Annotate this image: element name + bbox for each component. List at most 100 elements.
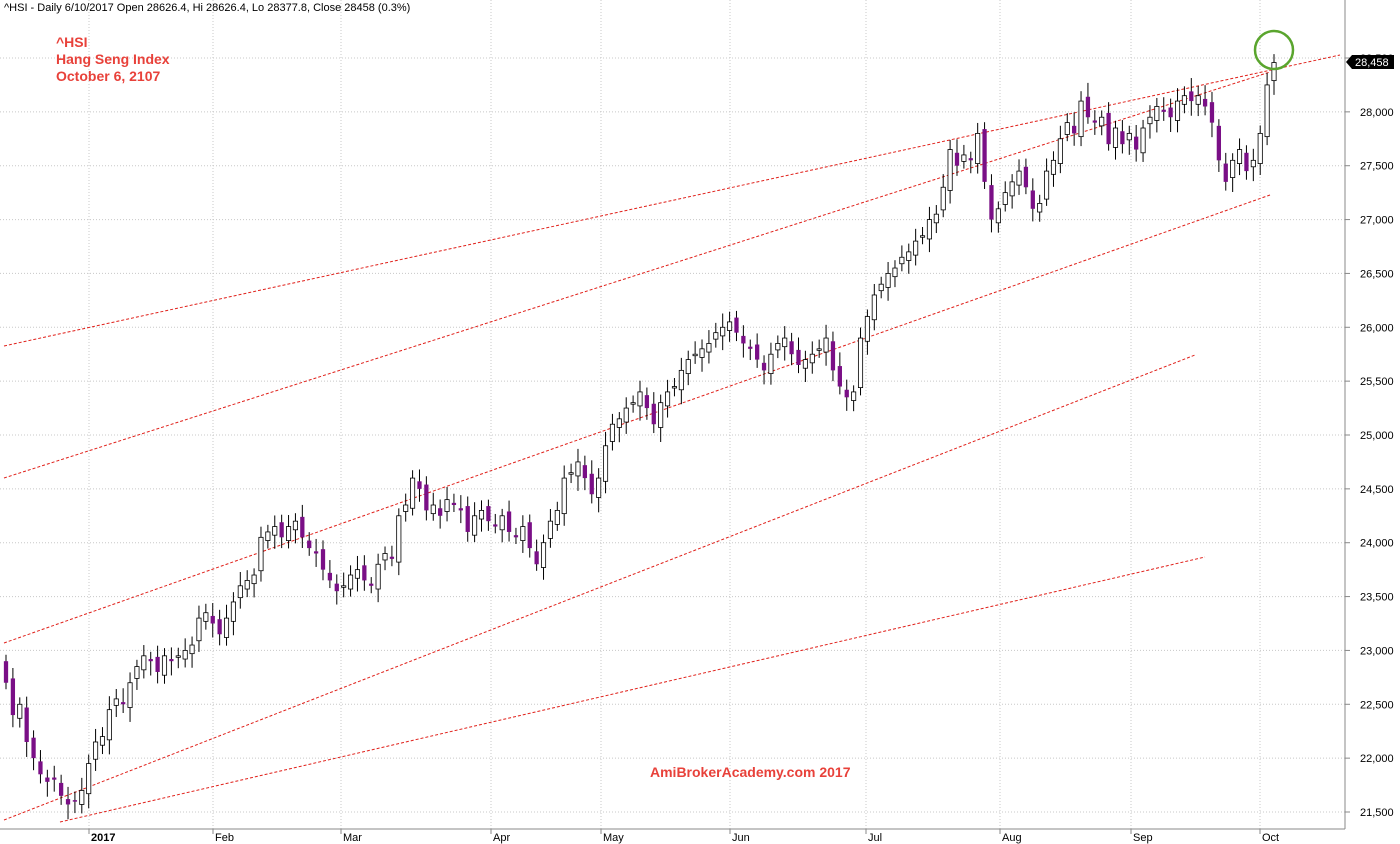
candle-up [1147, 116, 1153, 125]
y-tick-label: 26,500 [1360, 268, 1394, 280]
candle-down [313, 551, 319, 554]
last-close-label: 28,458 [1355, 57, 1389, 69]
candle-up [141, 655, 147, 671]
annotation-index-name: Hang Seng Index [56, 51, 170, 67]
candle-down [45, 777, 50, 782]
candle-up [809, 353, 815, 364]
candle-up [182, 650, 188, 660]
candle-up [1174, 100, 1181, 121]
candle-up [782, 337, 788, 348]
x-tick-label: Aug [1002, 832, 1022, 844]
candle-down [465, 506, 470, 532]
candle-down [527, 522, 532, 549]
y-tick-label: 23,000 [1360, 645, 1394, 657]
candle-up [554, 509, 560, 525]
candle-down [651, 403, 656, 425]
candle-up [272, 526, 278, 536]
candle-up [382, 553, 388, 561]
candle-down [1134, 136, 1139, 150]
candle-down [451, 502, 457, 506]
x-tick-label: Oct [1262, 832, 1279, 844]
candle-up [1099, 116, 1105, 127]
candle-up [134, 666, 140, 679]
candle-up [940, 186, 946, 211]
candle-down [741, 335, 746, 344]
candle-up [864, 316, 870, 342]
channel-line [59, 556, 1206, 823]
candle-down [148, 659, 153, 662]
candle-down [72, 800, 78, 802]
chart-header-text: ^HSI - Daily 6/10/2017 Open 28626.4, Hi … [4, 2, 410, 14]
candle-down [458, 508, 463, 511]
candle-up [933, 213, 939, 224]
candle-up [1002, 192, 1008, 205]
x-axis-ticks: 2017 Feb Mar Apr May Jun Jul Aug Sep Oct [88, 829, 1279, 844]
candle-down [486, 506, 491, 522]
candle-down [1120, 131, 1125, 145]
candle-down [1085, 96, 1091, 118]
highlight-circle [1253, 29, 1295, 71]
candle-down [761, 362, 767, 371]
candle-down [121, 702, 126, 705]
watermark-text: AmiBrokerAcademy.com 2017 [650, 764, 851, 780]
candle-up [823, 337, 829, 353]
candle-down [968, 158, 973, 161]
candle-up [878, 283, 884, 292]
y-tick-label: 27,000 [1360, 215, 1394, 227]
last-close-badge-bg [1346, 55, 1394, 69]
candle-up [1250, 159, 1256, 168]
candle-up [230, 601, 236, 622]
candle-up [885, 273, 891, 288]
candle-up [906, 251, 912, 261]
candle-down [1209, 102, 1215, 123]
candle-down [506, 511, 512, 532]
candle-down [1023, 166, 1029, 188]
x-tick-label: May [603, 832, 624, 844]
candle-down [65, 799, 71, 805]
candle-up [851, 391, 857, 401]
candle-up [375, 563, 381, 590]
candle-up [623, 407, 629, 423]
candle-up [609, 423, 615, 442]
grid-lines [0, 0, 1345, 829]
y-tick-label: 23,500 [1360, 592, 1394, 604]
candle-up [857, 337, 864, 389]
candle-down [1168, 107, 1173, 118]
candle-down [982, 129, 987, 182]
candle-down [307, 540, 312, 549]
y-tick-label: 28,000 [1360, 107, 1394, 119]
candle-down [734, 317, 739, 333]
candle-up [175, 655, 181, 658]
candle-up [699, 348, 705, 358]
y-tick-label: 27,500 [1360, 161, 1394, 173]
candle-up [775, 343, 781, 351]
candle-up [713, 332, 719, 340]
candle-down [210, 615, 215, 624]
candle-up [444, 499, 450, 512]
candle-up [671, 386, 677, 389]
candle-up [768, 353, 774, 375]
candle-down [300, 516, 305, 538]
x-tick-label: Jun [732, 832, 750, 844]
candle-up [341, 585, 347, 588]
candle-up [1037, 203, 1043, 213]
candle-up [244, 580, 250, 590]
candle-down [369, 583, 374, 586]
candle-up [1257, 132, 1263, 164]
candle-up [1009, 181, 1015, 197]
candle-down [755, 344, 760, 360]
candle-up [106, 709, 112, 741]
candle-up [1044, 170, 1050, 200]
candle-down [748, 346, 753, 349]
candle-up [995, 208, 1001, 224]
y-tick-label: 24,000 [1360, 538, 1394, 550]
y-tick-label: 22,000 [1360, 753, 1394, 765]
candle-up [286, 526, 292, 541]
candle-down [362, 565, 367, 581]
candle-down [438, 508, 443, 516]
candle-down [1072, 125, 1077, 134]
candle-up [603, 445, 609, 482]
candle-up [1050, 159, 1057, 175]
candle-down [389, 556, 395, 559]
